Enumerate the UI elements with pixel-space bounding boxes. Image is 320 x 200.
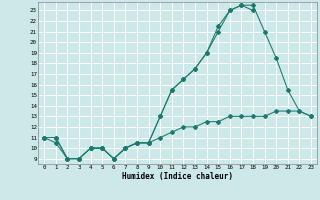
X-axis label: Humidex (Indice chaleur): Humidex (Indice chaleur) (122, 172, 233, 181)
